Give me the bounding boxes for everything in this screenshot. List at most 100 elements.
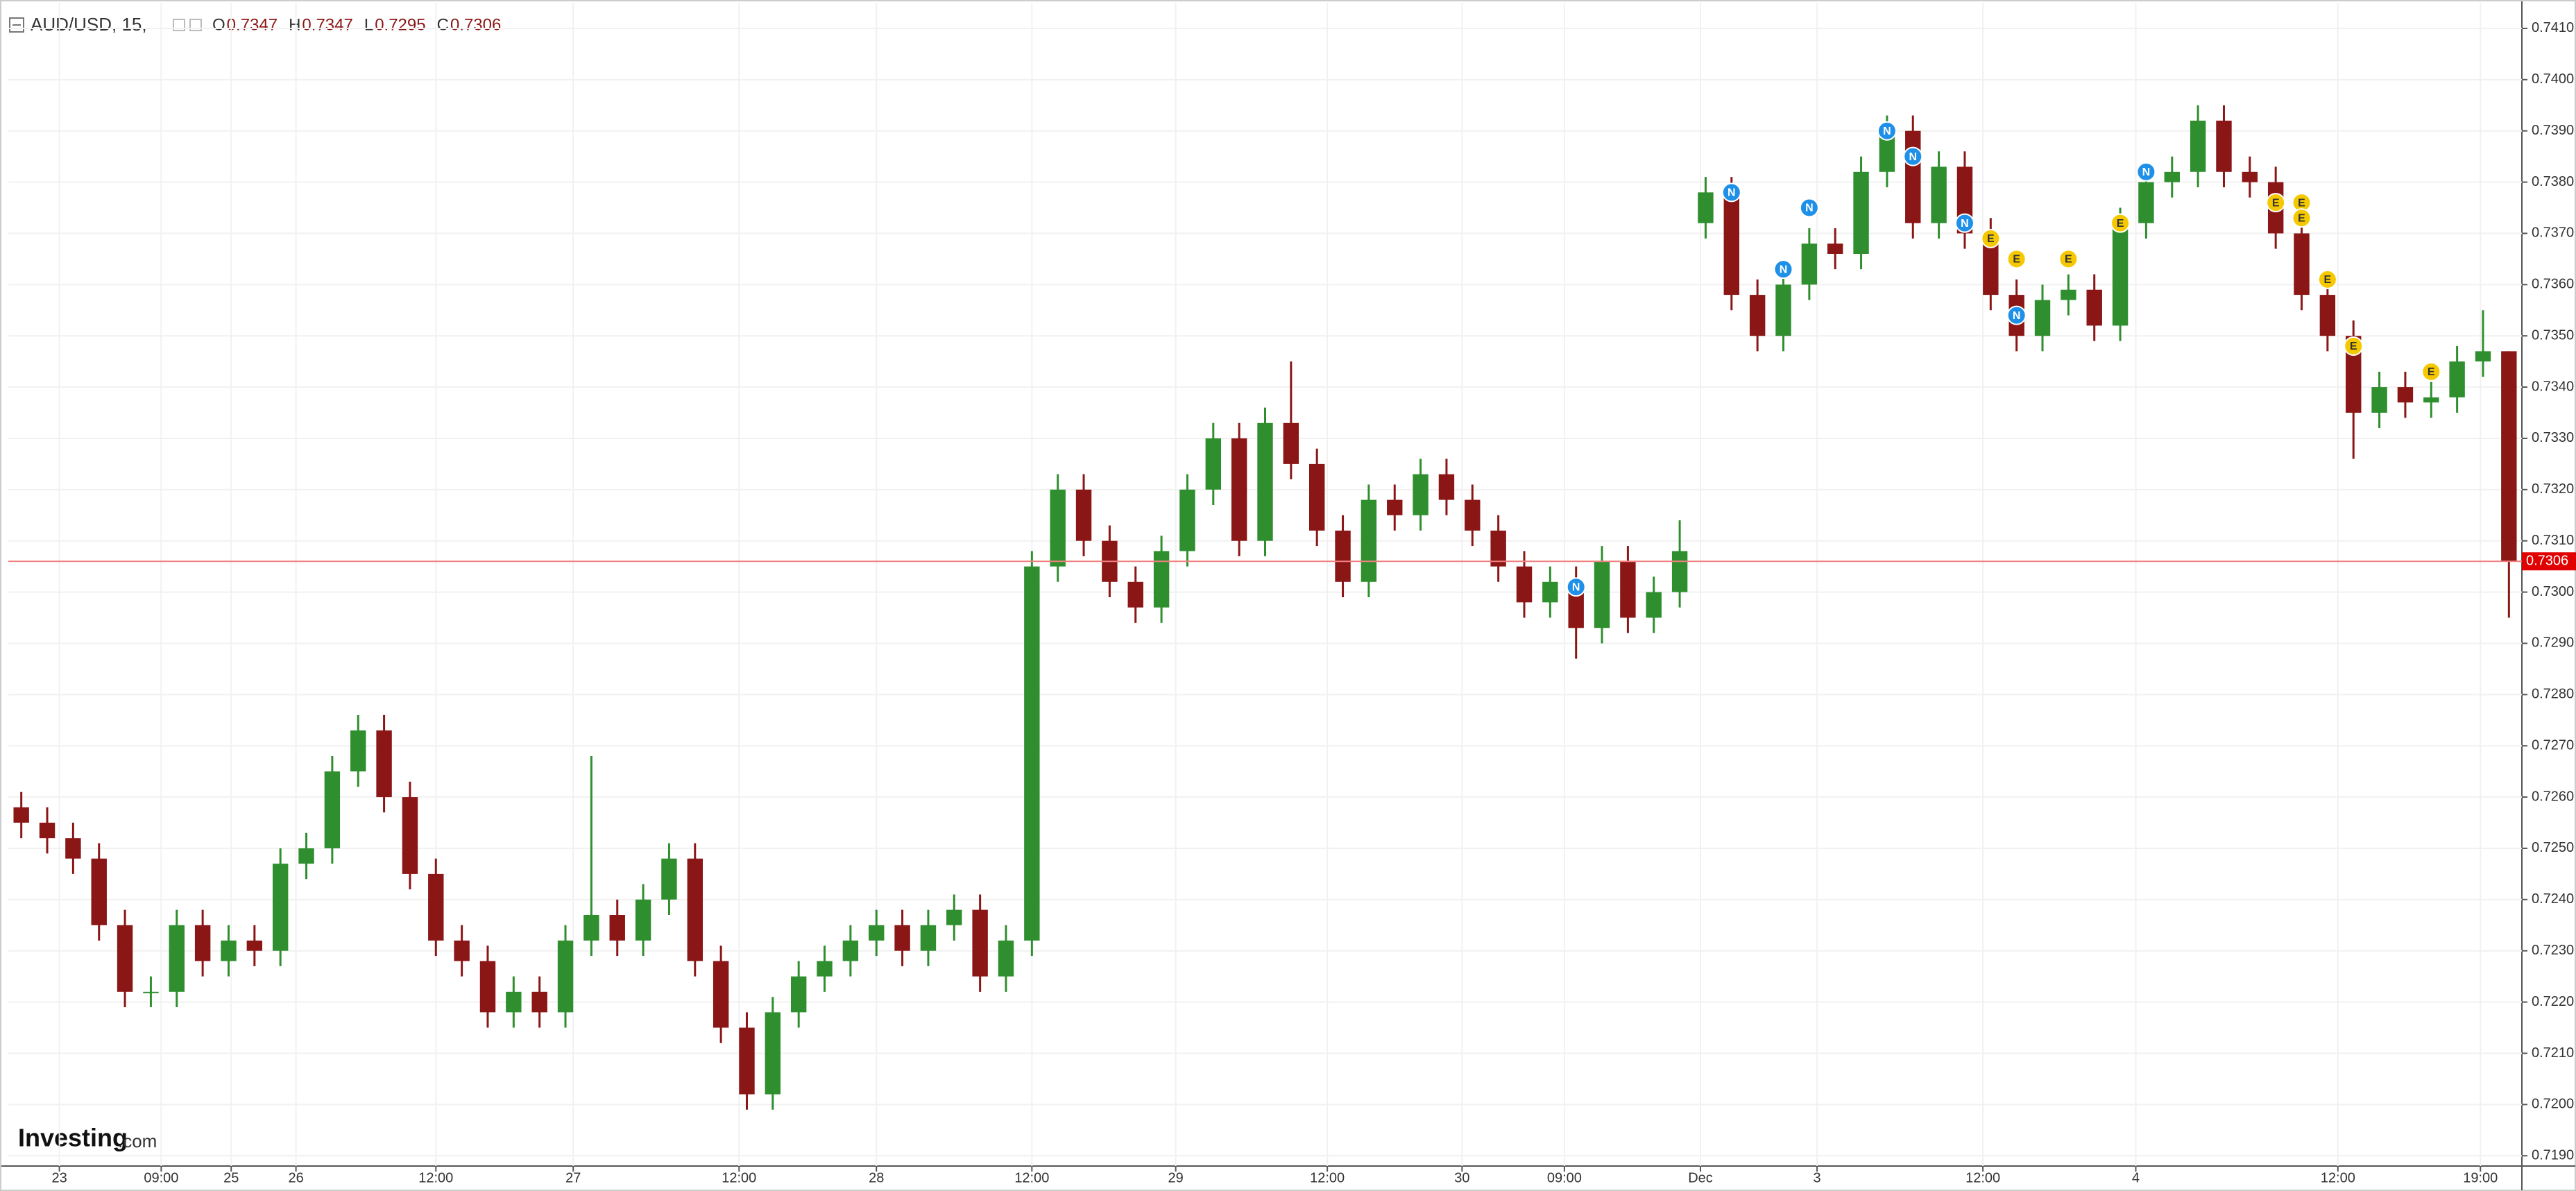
candle-body (842, 940, 859, 961)
event-marker[interactable] (1773, 259, 1793, 280)
event-label: E (2117, 218, 2124, 230)
candle-body (1283, 422, 1299, 464)
x-tick-label: 19:00 (2463, 1170, 2498, 1185)
candle-body (1075, 489, 1092, 541)
event-marker[interactable] (2317, 269, 2337, 289)
event-marker[interactable] (1877, 121, 1897, 141)
header: AUD/USD, 15, O 0.7347 H 0.7347 L 0.7295 C 0.730… (9, 14, 501, 35)
event-label: E (2272, 197, 2280, 209)
x-tick-label: 29 (1168, 1170, 1184, 1185)
event-label: E (2298, 197, 2305, 209)
candle-body (65, 838, 81, 859)
candle-body (2423, 397, 2439, 403)
candle-body (946, 909, 962, 925)
event-marker[interactable] (2136, 162, 2156, 182)
event-marker[interactable] (2421, 361, 2441, 382)
settings-icon[interactable] (173, 19, 185, 31)
candle-body (2138, 182, 2154, 223)
candle-body (2475, 351, 2491, 362)
event-marker[interactable] (2006, 305, 2027, 325)
y-tick-label: 0.7350 (2532, 327, 2574, 343)
candles (13, 105, 2517, 1110)
ohlc-label: H (289, 15, 300, 34)
y-tick-label: 0.7390 (2532, 123, 2574, 138)
event-label: E (2065, 254, 2072, 266)
candle-body (1827, 243, 1843, 254)
candle-body (428, 873, 444, 941)
event-marker[interactable] (1566, 577, 1586, 597)
candle-body (402, 797, 418, 874)
y-tick-label: 0.7190 (2532, 1148, 2574, 1163)
candle-body (790, 976, 807, 1013)
candle-body (1671, 551, 1688, 592)
event-label: E (2350, 341, 2357, 352)
ohlc-value: 0.7306 (450, 15, 501, 34)
x-tick-label: 09:00 (144, 1170, 178, 1185)
candle-body (324, 771, 341, 848)
event-label: E (2428, 366, 2435, 378)
event-marker[interactable] (2006, 249, 2027, 269)
event-label: N (2142, 166, 2151, 178)
y-tick-label: 0.7340 (2532, 379, 2574, 394)
collapse-icon[interactable] (9, 17, 24, 33)
event-marker[interactable] (1903, 146, 1923, 166)
y-tick-label: 0.7260 (2532, 789, 2574, 804)
candle-body (2501, 351, 2517, 562)
candle-body (1698, 192, 1714, 223)
event-marker[interactable] (2110, 213, 2131, 233)
candle-body (1516, 566, 1533, 603)
candle-body (2242, 171, 2258, 182)
candle-body (1749, 295, 1766, 336)
x-tick-label: 12:00 (1014, 1170, 1049, 1185)
y-tick-label: 0.7310 (2532, 533, 2574, 548)
candle-body (272, 864, 289, 951)
candle-body (1775, 284, 1791, 336)
candle-body (1308, 463, 1325, 531)
event-marker[interactable] (2266, 193, 2286, 213)
candle-body (1905, 130, 1921, 223)
x-tick-label: 4 (2132, 1170, 2140, 1185)
candle-body (194, 925, 211, 961)
event-marker[interactable] (2058, 249, 2079, 269)
x-tick-label: 26 (288, 1170, 303, 1185)
symbol: AUD/USD, 15, (31, 14, 147, 35)
candle-body (635, 899, 651, 941)
event-label: N (1961, 218, 1969, 230)
candle-body (1335, 530, 1351, 582)
candle-body (1153, 551, 1170, 608)
event-label: E (2013, 254, 2020, 266)
compare-icon[interactable] (189, 19, 202, 31)
event-marker[interactable] (2292, 208, 2312, 228)
x-tick-label: 3 (1814, 1170, 1821, 1185)
candle-body (998, 940, 1014, 977)
candle-body (13, 807, 29, 823)
candle-body (765, 1012, 781, 1095)
candle-body (2294, 233, 2310, 295)
candle-body (1983, 233, 1999, 295)
event-marker[interactable] (1721, 182, 1741, 203)
event-marker[interactable] (1954, 213, 1974, 233)
event-label: N (1728, 187, 1736, 199)
event-marker[interactable] (1981, 228, 2001, 248)
ohlc-value: 0.7347 (302, 15, 352, 34)
y-tick-label: 0.7410 (2532, 20, 2574, 35)
event-marker[interactable] (1799, 198, 1819, 218)
candle-body (2061, 289, 2076, 300)
ohlc-value: 0.7295 (375, 15, 425, 34)
x-tick-label: 27 (565, 1170, 581, 1185)
y-tick-label: 0.7380 (2532, 174, 2574, 189)
x-tick-label: 12:00 (1965, 1170, 2000, 1185)
candle-body (479, 961, 496, 1013)
y-tick-label: 0.7210 (2532, 1045, 2574, 1061)
y-tick-label: 0.7280 (2532, 687, 2574, 702)
y-tick-label: 0.7230 (2532, 943, 2574, 958)
candle-body (1024, 566, 1040, 941)
candle-body (713, 961, 729, 1028)
x-tick-label: 25 (223, 1170, 239, 1185)
grid (8, 3, 2522, 1166)
x-tick-label: 12:00 (418, 1170, 453, 1185)
candle-body (1387, 499, 1403, 515)
ohlc-label: O (212, 15, 225, 34)
event-marker[interactable] (2344, 336, 2364, 356)
